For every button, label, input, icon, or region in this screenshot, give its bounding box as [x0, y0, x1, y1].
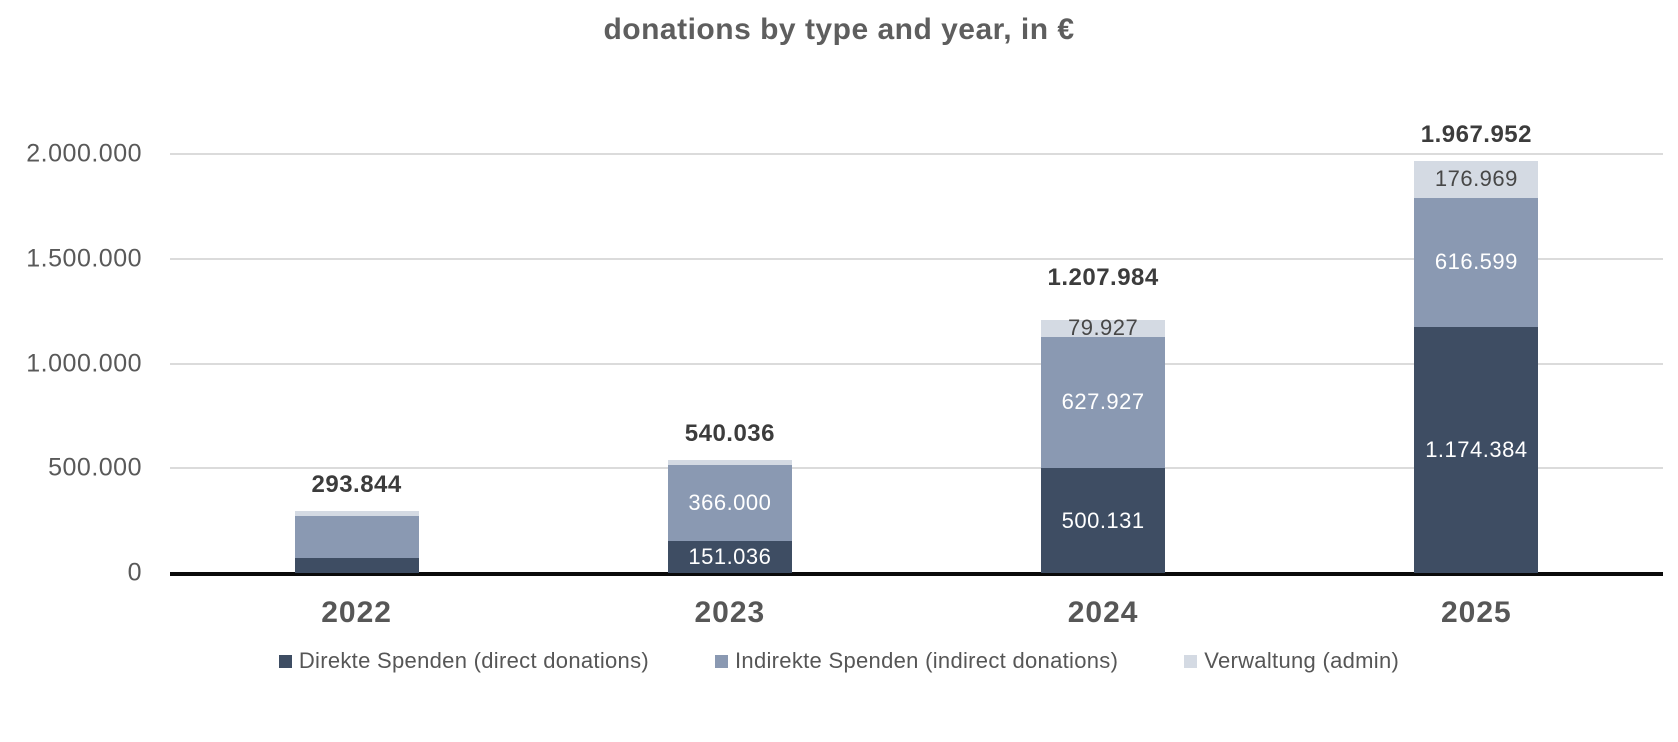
- bar-total-label: 540.036: [684, 419, 776, 447]
- legend-swatch-direct-donations: [278, 654, 292, 668]
- x-axis: 2022 2023 2024 2025: [170, 596, 1663, 636]
- bar-segment-2025-2: 176.969: [1414, 160, 1539, 198]
- segment-value-label: 616.599: [1434, 249, 1518, 275]
- gridline-500.000: [170, 467, 1663, 470]
- segment-value-label: 627.927: [1061, 389, 1145, 415]
- gridline-1.500.000: [170, 257, 1663, 260]
- bar-2024: 500.131 627.927 79.927: [1041, 315, 1166, 573]
- segment-value-label: 366.000: [688, 490, 772, 516]
- gridline-1.000.000: [170, 362, 1663, 365]
- y-axis-tick-label: 0: [127, 558, 142, 587]
- x-axis-tick-label: 2025: [1441, 596, 1512, 629]
- segment-value-label: 151.036: [688, 544, 772, 570]
- bar-2023: 151.036 366.000: [667, 459, 792, 573]
- x-axis-tick-label: 2024: [1067, 596, 1139, 629]
- bar-2022: [294, 511, 419, 573]
- bar-segment-2024-0: 500.131: [1041, 468, 1166, 573]
- bar-segment-2025-0: 1.174.384: [1414, 326, 1539, 573]
- bar-segment-2022-2: [294, 511, 419, 516]
- bar-segment-2023-0: 151.036: [667, 541, 792, 573]
- y-axis-tick-label: 500.000: [48, 453, 142, 482]
- segment-value-label: 500.131: [1061, 507, 1145, 533]
- x-axis-tick-label: 2022: [321, 596, 392, 629]
- gridline-2.000.000: [170, 153, 1663, 155]
- bar-segment-2023-1: 366.000: [667, 464, 792, 542]
- segment-value-label: 1.174.384: [1425, 436, 1528, 462]
- bar-segment-2022-1: [294, 515, 419, 559]
- segment-value-label: 176.969: [1434, 166, 1518, 192]
- legend-label-direct-donations: Direkte Spenden (direct donations): [298, 648, 650, 673]
- plot-area: 293.844 151.036 366.000 540.036 500.131 627.9…: [170, 121, 1663, 576]
- bar-segment-2023-2: [667, 459, 792, 465]
- segment-value-label: 79.927: [1067, 315, 1139, 341]
- legend-item-admin: Verwaltung (admin): [1184, 648, 1399, 674]
- bar-2025: 1.174.384 616.599 176.969: [1414, 160, 1539, 573]
- bar-total-label: 1.207.984: [1047, 263, 1159, 291]
- bar-segment-2025-1: 616.599: [1414, 197, 1539, 327]
- bar-segment-2024-2: 79.927: [1041, 315, 1166, 341]
- legend-item-direct-donations: Direkte Spenden (direct donations): [278, 648, 650, 674]
- x-axis-line: [170, 572, 1663, 576]
- legend: Direkte Spenden (direct donations) Indir…: [0, 648, 1678, 674]
- y-axis-tick-label: 2.000.000: [26, 139, 142, 168]
- legend-item-indirect-donations: Indirekte Spenden (indirect donations): [715, 648, 1118, 674]
- y-axis-tick-label: 1.000.000: [26, 349, 142, 377]
- bar-segment-2022-0: [294, 558, 419, 573]
- bar-total-label: 293.844: [311, 471, 402, 499]
- bar-segment-2024-1: 627.927: [1041, 336, 1166, 469]
- legend-swatch-indirect-donations: [715, 654, 729, 668]
- x-axis-tick-label: 2023: [694, 596, 766, 629]
- y-axis-tick-label: 1.500.000: [26, 244, 142, 273]
- legend-label-indirect-donations: Indirekte Spenden (indirect donations): [735, 648, 1119, 673]
- y-axis: 0 500.000 1.000.000 1.500.000 2.000.000: [0, 140, 142, 587]
- legend-label-admin: Verwaltung (admin): [1204, 648, 1400, 673]
- chart-title: donations by type and year, in €: [603, 13, 1075, 46]
- bar-total-label: 1.967.952: [1420, 120, 1533, 148]
- legend-swatch-admin: [1184, 654, 1198, 668]
